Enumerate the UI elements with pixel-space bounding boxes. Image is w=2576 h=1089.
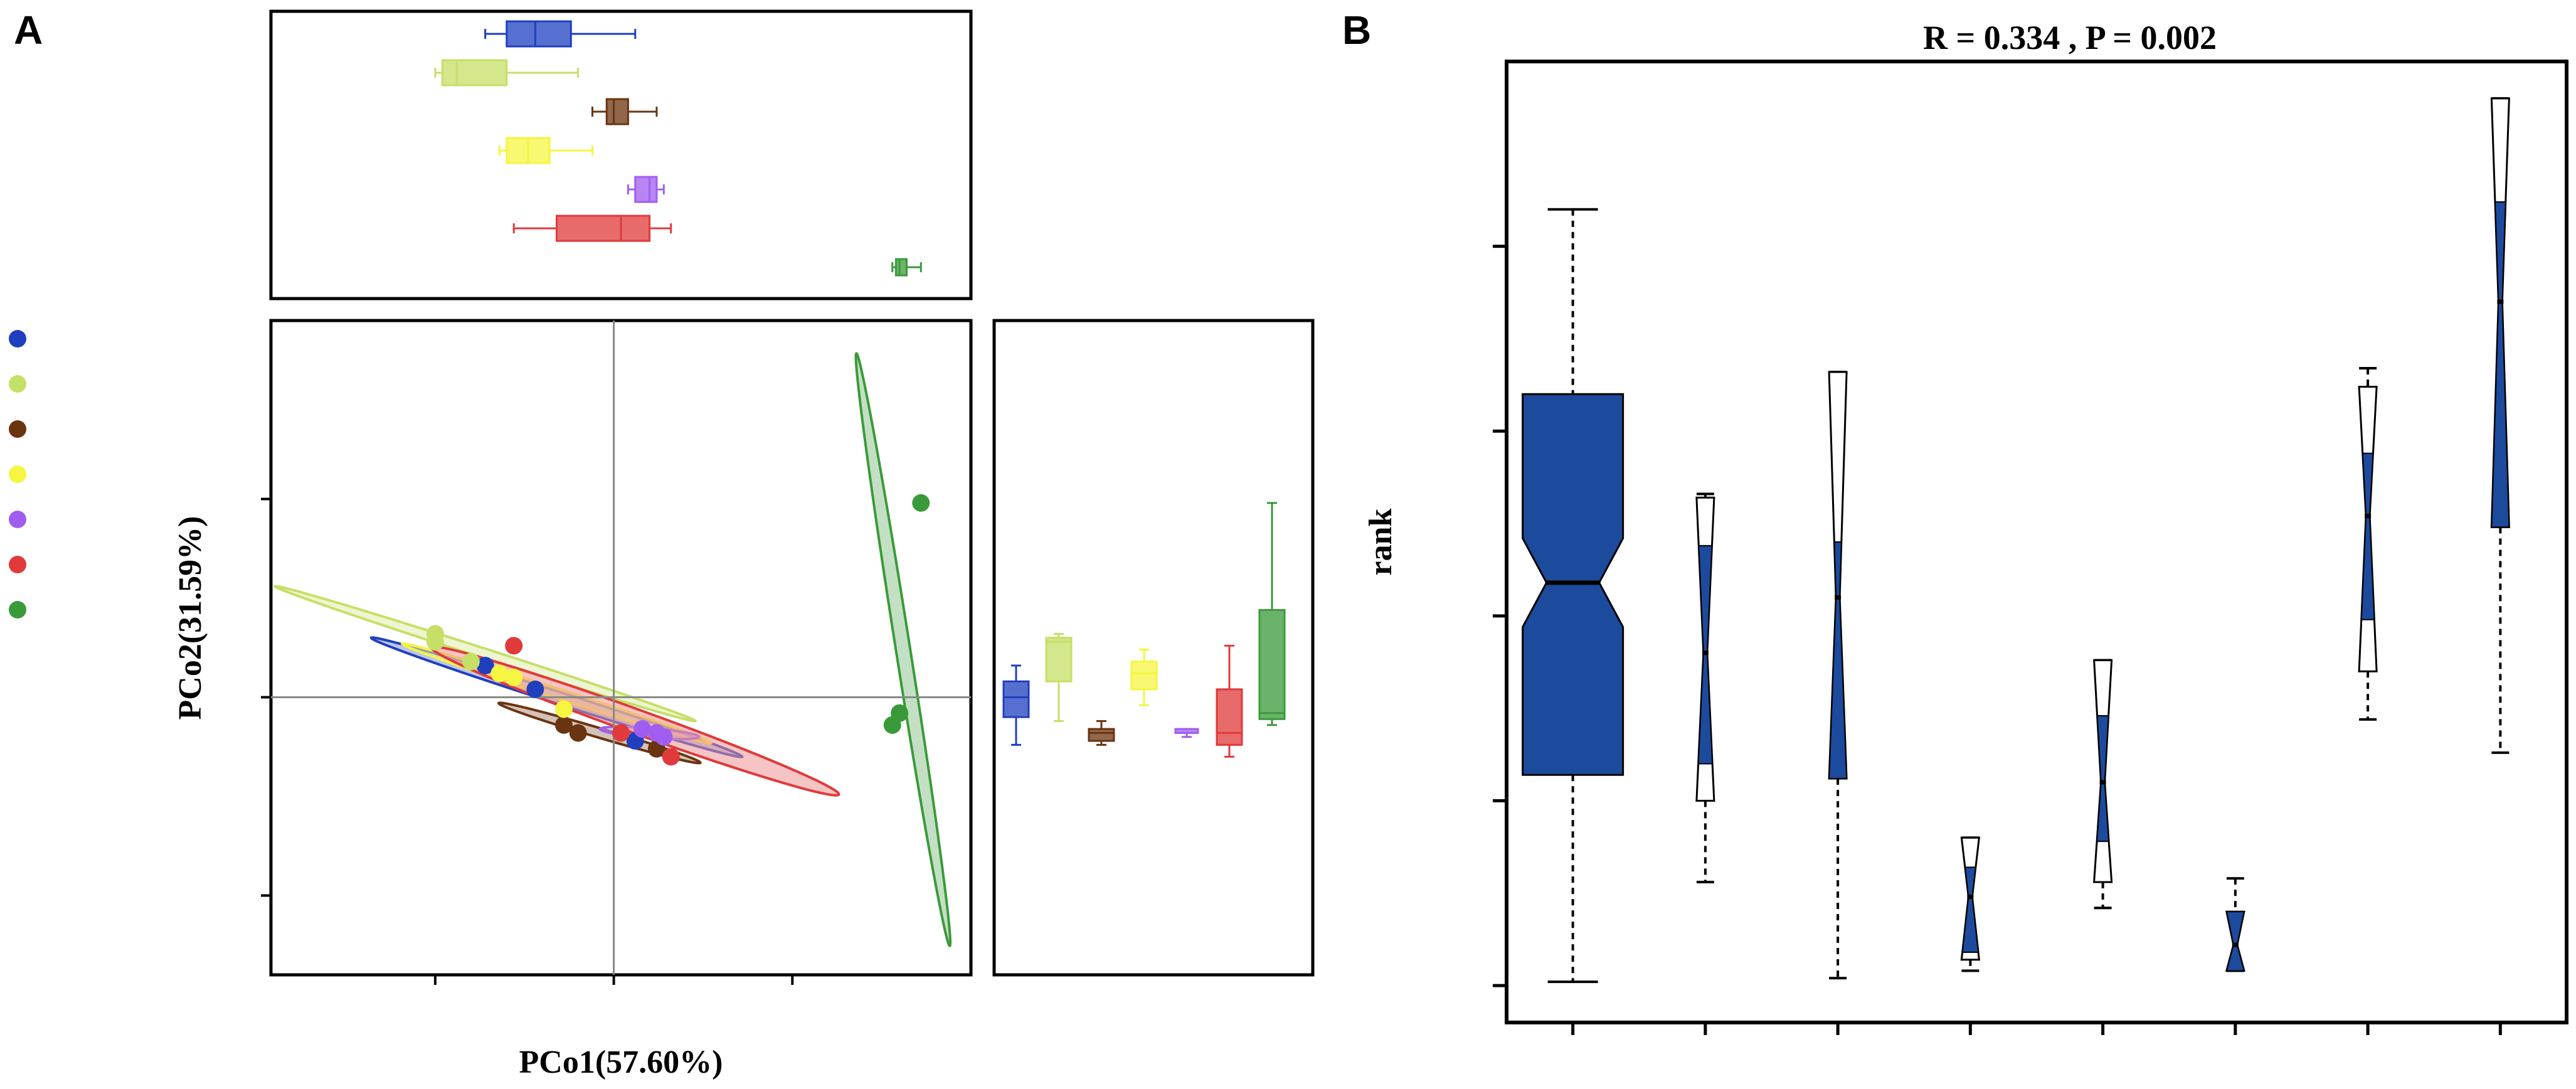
box-fp (1088, 728, 1115, 742)
legend-marker-ma (9, 556, 26, 573)
panel-label-a: A (14, 8, 43, 53)
top-boxplots (434, 20, 922, 277)
y-axis (1493, 245, 1507, 987)
point-4l-2 (526, 680, 544, 698)
box-6l (1828, 541, 1848, 780)
legend-marker-egg (9, 601, 26, 619)
box-adult_male (2491, 201, 2510, 528)
reference-lines (271, 321, 971, 975)
box-egg (1258, 608, 1286, 720)
box-6l (1045, 637, 1073, 683)
box-ma (1216, 688, 1243, 746)
point-4l-1 (476, 656, 494, 674)
box-fa (634, 176, 658, 203)
point-egg-1 (912, 494, 930, 512)
ellipses-layer (273, 352, 952, 947)
x-axis-label: PCo1(57.60%) (519, 1044, 723, 1080)
panel-label-b: B (1342, 8, 1371, 53)
point-ma-1 (505, 637, 523, 655)
panel-a: PCo1(57.60%) PCo2(31.59%) (9, 9, 1315, 1080)
box-egg (1961, 866, 1980, 954)
point-fa-1 (633, 720, 652, 738)
box-ma (556, 215, 651, 242)
right-boxplots (1002, 502, 1286, 758)
legend-marker-fp (9, 420, 26, 438)
legend-marker-6l (9, 375, 26, 393)
point-fa-3 (655, 728, 673, 746)
box-4l (506, 20, 572, 48)
legend-marker-fa (9, 511, 26, 528)
panel-b: R = 0.334 , P = 0.002 rank (1363, 19, 2568, 1035)
y-axis-label: rank (1363, 508, 1399, 575)
legend (9, 330, 26, 619)
box-egg (894, 258, 908, 277)
top-boxplot-frame (269, 9, 973, 300)
x-axis (433, 975, 794, 985)
box-4l (1002, 680, 1030, 718)
point-6l-3 (462, 652, 480, 671)
group-ellipse-6l (273, 585, 697, 723)
box-fp (605, 98, 629, 125)
legend-marker-4l (9, 330, 26, 348)
x-axis (1571, 1023, 2502, 1035)
box-pupa_female (2096, 714, 2110, 842)
point-mp-1 (490, 664, 509, 683)
box-pupa_male (2225, 911, 2245, 972)
legend-marker-mp (9, 465, 26, 483)
points-layer (426, 494, 930, 766)
y-axis (261, 497, 271, 897)
point-egg-3 (891, 704, 909, 722)
point-ma-2 (612, 724, 630, 742)
box-mp (1130, 661, 1158, 691)
point-mp-2 (505, 668, 523, 686)
point-fp-1 (554, 716, 573, 734)
point-mp-3 (554, 700, 573, 718)
scatter-frame (269, 319, 973, 977)
group-ellipse-egg (854, 352, 952, 947)
boxplots (1522, 97, 2510, 984)
point-6l-2 (426, 633, 444, 651)
chart-title: R = 0.334 , P = 0.002 (1923, 19, 2217, 56)
point-fp-2 (569, 724, 587, 742)
box-6l (441, 59, 508, 87)
right-boxplot-frame (992, 319, 1315, 977)
plot-frame (1505, 60, 2568, 1024)
y-axis-label: PCo2(31.59%) (172, 516, 208, 720)
point-ma-3 (662, 748, 680, 766)
